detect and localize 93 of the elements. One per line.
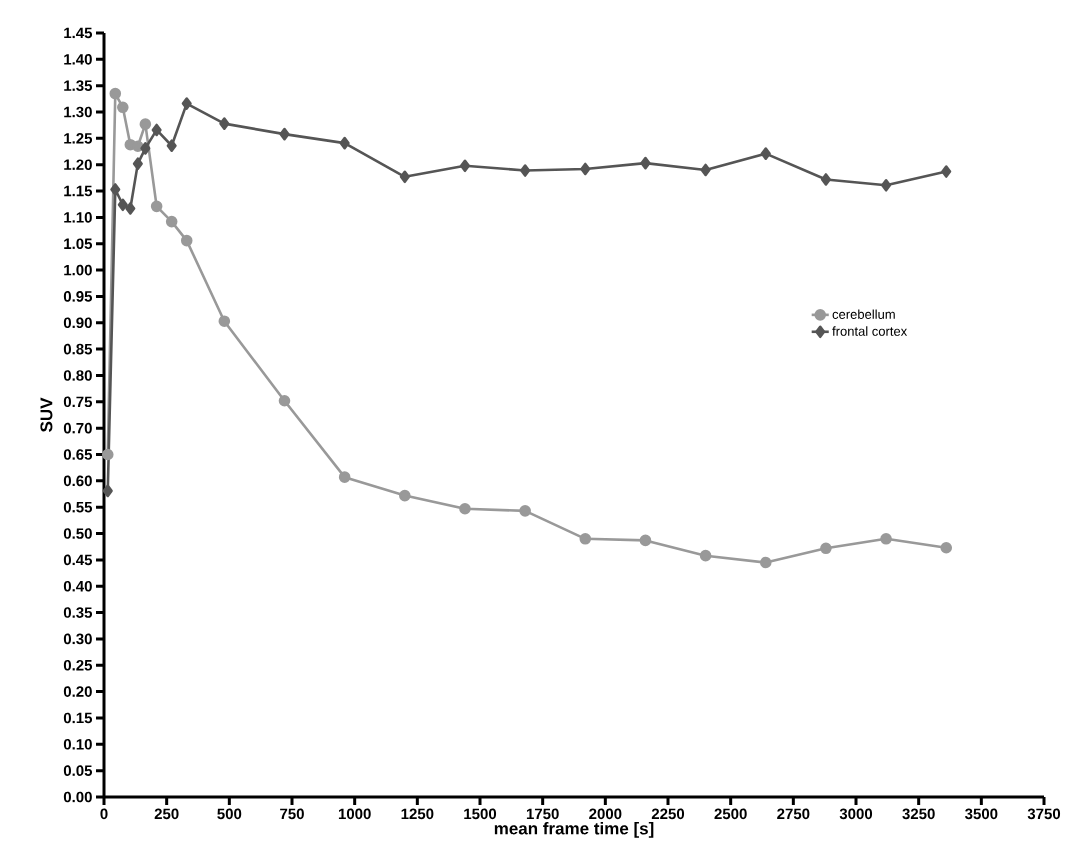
y-tick-label: 0.30	[63, 633, 92, 645]
x-tick-label: 500	[217, 808, 242, 820]
y-tick-label: 1.45	[64, 27, 93, 39]
point	[278, 394, 291, 407]
y-tick-label: 0.75	[63, 396, 93, 408]
y-tick-label: 0.20	[63, 686, 92, 697]
point	[101, 448, 114, 461]
point	[140, 142, 151, 155]
x-tick-label: 3000	[839, 808, 873, 820]
point	[109, 87, 122, 100]
x-tick-label: 2500	[714, 808, 747, 820]
y-tick-label: 0.35	[63, 607, 93, 618]
point	[579, 533, 592, 545]
y-tick-label: 0.80	[63, 370, 92, 381]
y-tick-label: 0.55	[63, 501, 93, 513]
point	[166, 139, 177, 153]
y-tick-label: 0.95	[63, 291, 93, 302]
x-tick-label: 3250	[902, 808, 935, 820]
point	[699, 549, 712, 562]
y-tick-label: 1.10	[64, 212, 92, 223]
y-tick-label: 1.35	[64, 80, 93, 91]
y-tick-label: 1.30	[64, 106, 92, 118]
y-tick-label: 0.65	[63, 449, 93, 460]
point	[459, 502, 471, 515]
point	[399, 170, 410, 184]
y-tick-label: 0.60	[63, 475, 92, 487]
point	[218, 315, 231, 327]
point	[102, 484, 113, 498]
x-tick-label: 1500	[464, 808, 497, 820]
point	[519, 505, 531, 517]
x-tick-label: 2250	[651, 808, 685, 820]
point	[760, 147, 771, 160]
y-tick-label: 0.10	[63, 738, 92, 750]
legend-label: frontal cortex	[832, 326, 908, 336]
y-tick-label: 1.05	[64, 238, 93, 250]
point	[639, 534, 652, 547]
x-tick-label: 250	[154, 808, 179, 820]
point	[150, 200, 163, 213]
y-tick-label: 1.00	[64, 264, 92, 276]
point	[820, 173, 831, 186]
x-tick-label: 2000	[589, 808, 622, 820]
y-axis-title: SUV	[40, 397, 53, 432]
y-tick-label: 0.70	[63, 422, 92, 434]
y-tick-label: 0.90	[63, 317, 92, 329]
y-tick-label: 1.20	[64, 159, 92, 171]
point	[117, 198, 128, 212]
point	[640, 156, 651, 170]
point	[132, 140, 144, 153]
point	[580, 162, 591, 176]
point	[180, 234, 193, 247]
point	[759, 556, 772, 569]
x-tick-label: 2750	[777, 808, 810, 820]
y-tick-label: 0.15	[63, 712, 93, 724]
point	[339, 136, 350, 150]
point	[132, 157, 143, 170]
point	[125, 202, 136, 215]
point	[139, 118, 152, 130]
point	[151, 123, 162, 137]
point	[941, 165, 952, 178]
y-tick-label: 1.15	[64, 185, 93, 197]
point	[881, 178, 892, 192]
legend-label: cerebellum	[832, 309, 895, 319]
x-tick-label: 3500	[965, 808, 998, 820]
point	[181, 97, 192, 110]
point	[520, 164, 531, 177]
y-tick-label: 0.25	[63, 659, 93, 671]
y-tick-label: 0.40	[63, 580, 92, 592]
point	[940, 541, 953, 554]
y-tick-label: 0.05	[63, 765, 93, 776]
point	[700, 163, 711, 177]
y-tick-label: 0.00	[63, 791, 92, 803]
point	[338, 471, 351, 483]
point	[117, 101, 129, 114]
point	[165, 215, 178, 228]
y-tick-label: 0.45	[63, 554, 93, 566]
x-tick-label: 1250	[401, 808, 434, 820]
x-axis-title: mean frame time [s]	[494, 822, 654, 838]
y-tick-label: 0.85	[63, 343, 93, 355]
point	[459, 159, 471, 173]
point	[110, 183, 121, 196]
y-tick-label: 1.40	[64, 54, 92, 65]
x-tick-label: 1750	[526, 808, 559, 820]
y-tick-label: 0.50	[63, 528, 92, 539]
point	[820, 542, 832, 555]
x-tick-label: 750	[280, 808, 304, 820]
point	[279, 127, 290, 141]
x-tick-label: 0	[100, 808, 108, 820]
point	[880, 533, 892, 545]
y-tick-label: 1.25	[64, 133, 93, 144]
x-tick-label: 3750	[1027, 808, 1061, 820]
point	[219, 117, 230, 130]
point	[399, 489, 411, 502]
x-tick-label: 1000	[338, 808, 371, 820]
